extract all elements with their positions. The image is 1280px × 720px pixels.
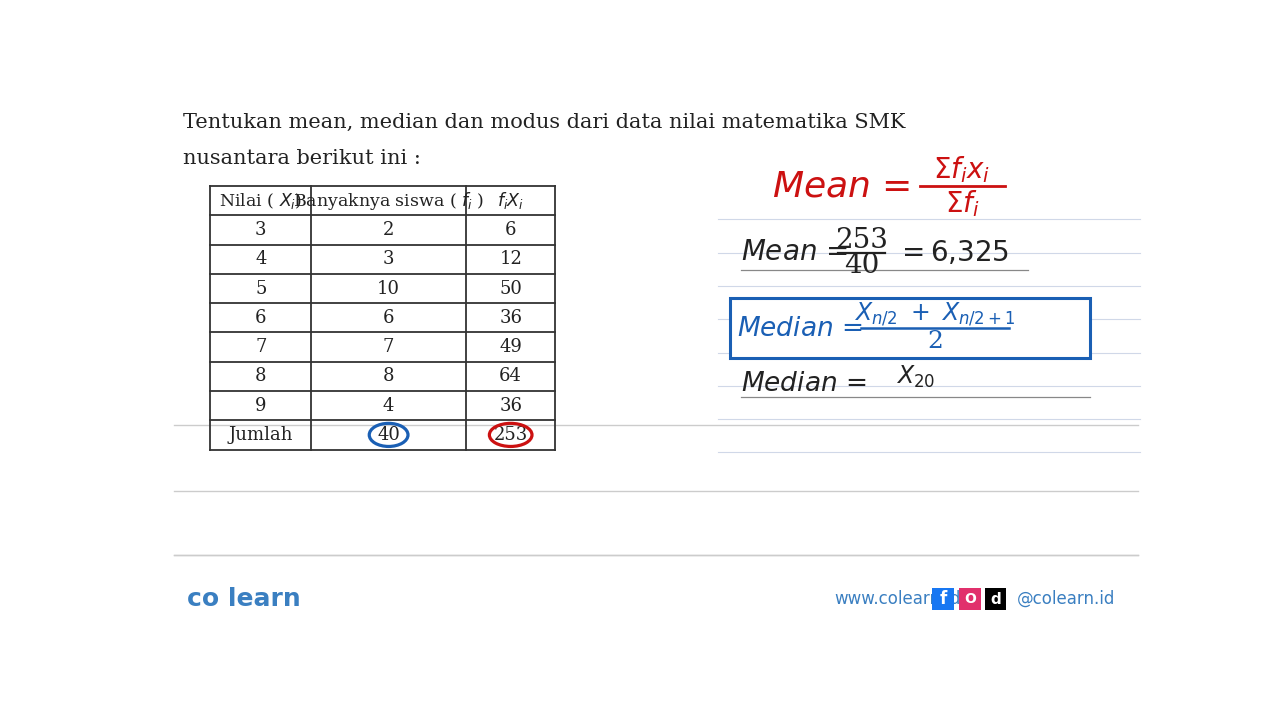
Text: 49: 49	[499, 338, 522, 356]
FancyBboxPatch shape	[730, 298, 1091, 358]
Text: $X_{20}$: $X_{20}$	[896, 364, 936, 390]
Text: $\it{Median}$ =: $\it{Median}$ =	[737, 315, 863, 341]
Text: 253: 253	[835, 227, 888, 254]
Text: f: f	[940, 590, 946, 608]
Text: $f_i X_i$: $f_i X_i$	[497, 190, 525, 212]
Text: 10: 10	[378, 279, 401, 297]
Text: Tentukan mean, median dan modus dari data nilai matematika SMK: Tentukan mean, median dan modus dari dat…	[183, 113, 906, 132]
Text: $\it{Mean}$ =: $\it{Mean}$ =	[772, 169, 910, 203]
Text: 4: 4	[255, 251, 266, 269]
Text: 36: 36	[499, 309, 522, 327]
Text: co learn: co learn	[187, 588, 301, 611]
Text: $\it{Mean}$ =: $\it{Mean}$ =	[741, 239, 849, 266]
Text: 8: 8	[383, 367, 394, 385]
Text: 40: 40	[378, 426, 401, 444]
Text: 7: 7	[383, 338, 394, 356]
Text: Jumlah: Jumlah	[229, 426, 293, 444]
Text: 50: 50	[499, 279, 522, 297]
Text: 6: 6	[504, 221, 516, 239]
Text: 4: 4	[383, 397, 394, 415]
FancyBboxPatch shape	[959, 588, 980, 610]
Text: d: d	[989, 592, 1001, 607]
Text: nusantara berikut ini :: nusantara berikut ini :	[183, 149, 421, 168]
Text: 40: 40	[844, 251, 879, 279]
Text: 36: 36	[499, 397, 522, 415]
Text: O: O	[964, 593, 975, 606]
FancyBboxPatch shape	[932, 588, 954, 610]
Text: $\Sigma f_i$: $\Sigma f_i$	[945, 188, 979, 219]
Text: 7: 7	[255, 338, 266, 356]
Text: 3: 3	[255, 221, 266, 239]
Text: $X_{n/2}\ +\ X_{n/2+1}$: $X_{n/2}\ +\ X_{n/2+1}$	[854, 301, 1016, 328]
Text: $\Sigma f_i x_i$: $\Sigma f_i x_i$	[933, 154, 991, 184]
Text: @colearn.id: @colearn.id	[1016, 590, 1115, 608]
Text: Banyaknya siswa ( $f_i$ ): Banyaknya siswa ( $f_i$ )	[293, 190, 484, 212]
Text: 8: 8	[255, 367, 266, 385]
Text: 6: 6	[255, 309, 266, 327]
Text: Nilai ( $X_i$): Nilai ( $X_i$)	[219, 191, 302, 211]
Text: www.colearn.id: www.colearn.id	[835, 590, 960, 608]
Text: 9: 9	[255, 397, 266, 415]
Text: 64: 64	[499, 367, 522, 385]
Text: 3: 3	[383, 251, 394, 269]
Text: 2: 2	[927, 330, 943, 354]
FancyBboxPatch shape	[984, 588, 1006, 610]
Text: 6: 6	[383, 309, 394, 327]
Text: 253: 253	[494, 426, 527, 444]
Text: $\it{Median}$ =: $\it{Median}$ =	[741, 371, 867, 395]
Text: $= 6{,}325$: $= 6{,}325$	[896, 239, 1010, 266]
Text: 12: 12	[499, 251, 522, 269]
Text: 2: 2	[383, 221, 394, 239]
Text: 5: 5	[255, 279, 266, 297]
